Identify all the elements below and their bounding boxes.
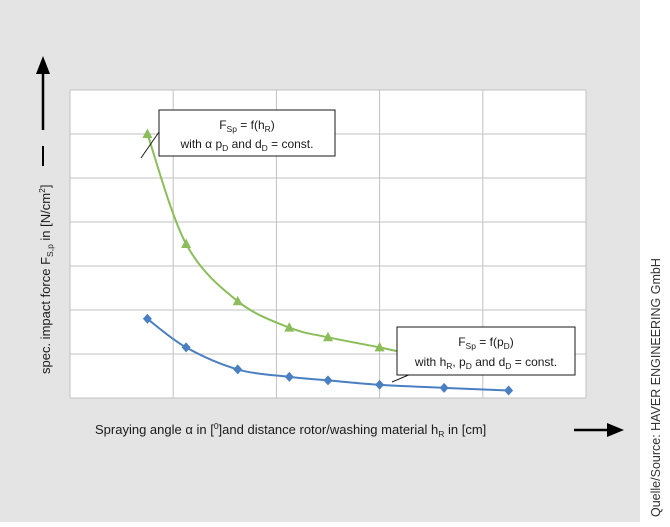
annotation-green: FSp = f(hR) with α pD and dD = const. [140, 109, 336, 159]
annotation-blue-line2: with hR, pD and dD = const. [414, 355, 557, 371]
y-axis-arrow [36, 56, 50, 130]
data-point [284, 322, 295, 332]
data-point [181, 238, 192, 248]
annotation-blue-line1: FSp = f(pD) [458, 335, 514, 351]
data-point [232, 295, 243, 306]
data-point [142, 128, 153, 138]
chart: FSp = f(hR) with α pD and dD = const. FS… [36, 56, 624, 439]
grid [69, 89, 587, 399]
data-point [374, 341, 385, 352]
annotation-blue: FSp = f(pD) with hR, pD and dD = const. [391, 326, 576, 383]
y-axis-label: spec. impact force FS,p in [N/cm2] [37, 185, 55, 374]
data-point [323, 331, 333, 342]
annotation-green-leader [140, 131, 160, 159]
data-point [284, 371, 294, 382]
annotation-green-box [158, 109, 336, 157]
x-axis-arrow [574, 423, 624, 437]
data-point [142, 313, 152, 324]
annotation-green-line2: with α pD and dD = const. [180, 137, 314, 153]
data-point [323, 375, 333, 386]
data-point [504, 385, 514, 396]
annotation-blue-box [396, 326, 576, 376]
source-note: Quelle/Source: HAVER ENGINEERING GmbH [649, 258, 663, 517]
data-point [375, 379, 385, 390]
data-point [439, 382, 449, 393]
annotation-green-line1: FSp = f(hR) [219, 118, 275, 134]
x-axis-label: Spraying angle α in [0]and distance roto… [95, 421, 486, 439]
data-point [181, 342, 191, 353]
chart-panel: FSp = f(hR) with α pD and dD = const. FS… [0, 0, 640, 522]
data-point [233, 364, 243, 375]
